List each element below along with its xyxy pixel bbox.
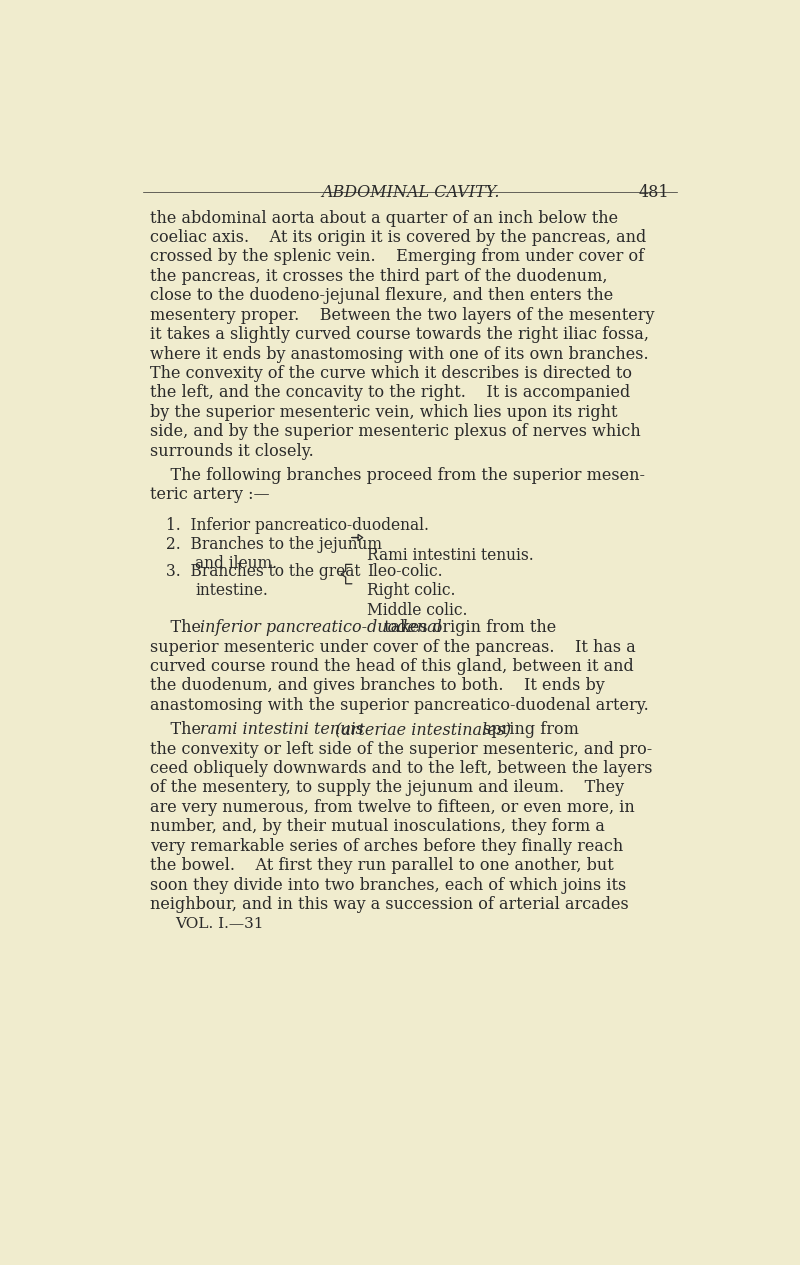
Text: VOL. I.—31: VOL. I.—31 [175,917,264,931]
Text: the left, and the concavity to the right.    It is accompanied: the left, and the concavity to the right… [150,385,630,401]
Text: ABDOMINAL CAVITY.: ABDOMINAL CAVITY. [321,185,499,201]
Text: Rami intestini tenuis.: Rami intestini tenuis. [367,548,534,564]
Text: anastomosing with the superior pancreatico-duodenal artery.: anastomosing with the superior pancreati… [150,697,649,713]
Text: The: The [150,619,206,636]
Text: crossed by the splenic vein.    Emerging from under cover of: crossed by the splenic vein. Emerging fr… [150,248,645,266]
Text: Middle colic.: Middle colic. [367,602,468,619]
Text: spring from: spring from [478,721,579,739]
Text: Right colic.: Right colic. [367,582,456,600]
Text: soon they divide into two branches, each of which joins its: soon they divide into two branches, each… [150,877,626,893]
Text: The following branches proceed from the superior mesen-: The following branches proceed from the … [150,467,646,484]
Text: of the mesentery, to supply the jejunum and ileum.    They: of the mesentery, to supply the jejunum … [150,779,625,797]
Text: The: The [150,721,206,739]
Text: surrounds it closely.: surrounds it closely. [150,443,314,459]
Text: curved course round the head of this gland, between it and: curved course round the head of this gla… [150,658,634,676]
Text: where it ends by anastomosing with one of its own branches.: where it ends by anastomosing with one o… [150,345,649,363]
Text: number, and, by their mutual inosculations, they form a: number, and, by their mutual inosculatio… [150,818,606,835]
Text: 481: 481 [639,185,670,201]
Text: takes origin from the: takes origin from the [379,619,557,636]
Text: Ileo-colic.: Ileo-colic. [367,563,443,579]
Text: 2.  Branches to the jejunum: 2. Branches to the jejunum [166,536,382,553]
Text: inferior pancreatico-duodenal: inferior pancreatico-duodenal [200,619,442,636]
Text: the bowel.    At first they run parallel to one another, but: the bowel. At first they run parallel to… [150,858,614,874]
Text: it takes a slightly curved course towards the right iliac fossa,: it takes a slightly curved course toward… [150,326,650,343]
Text: neighbour, and in this way a succession of arterial arcades: neighbour, and in this way a succession … [150,896,629,913]
Text: superior mesenteric under cover of the pancreas.    It has a: superior mesenteric under cover of the p… [150,639,636,655]
Text: ceed obliquely downwards and to the left, between the layers: ceed obliquely downwards and to the left… [150,760,653,777]
Text: are very numerous, from twelve to fifteen, or even more, in: are very numerous, from twelve to fiftee… [150,799,635,816]
Text: the abdominal aorta about a quarter of an inch below the: the abdominal aorta about a quarter of a… [150,210,618,226]
Text: mesentery proper.    Between the two layers of the mesentery: mesentery proper. Between the two layers… [150,306,655,324]
Text: 3.  Branches to the great: 3. Branches to the great [166,563,360,579]
Text: the pancreas, it crosses the third part of the duodenum,: the pancreas, it crosses the third part … [150,268,608,285]
Text: intestine.: intestine. [195,582,268,600]
Text: The convexity of the curve which it describes is directed to: The convexity of the curve which it desc… [150,366,632,382]
Text: 1.  Inferior pancreatico-duodenal.: 1. Inferior pancreatico-duodenal. [166,516,429,534]
Text: side, and by the superior mesenteric plexus of nerves which: side, and by the superior mesenteric ple… [150,424,641,440]
Text: teric artery :—: teric artery :— [150,487,270,503]
Text: and ileum.: and ileum. [195,555,278,573]
Text: by the superior mesenteric vein, which lies upon its right: by the superior mesenteric vein, which l… [150,404,618,421]
Text: the convexity or left side of the superior mesenteric, and pro-: the convexity or left side of the superi… [150,740,653,758]
Text: very remarkable series of arches before they finally reach: very remarkable series of arches before … [150,837,624,855]
Text: close to the duodeno-jejunal flexure, and then enters the: close to the duodeno-jejunal flexure, an… [150,287,614,305]
Text: rami intestini tenuis: rami intestini tenuis [200,721,364,739]
Text: the duodenum, and gives branches to both.    It ends by: the duodenum, and gives branches to both… [150,678,605,694]
Text: (arteriae intestinales): (arteriae intestinales) [330,721,511,739]
Text: coeliac axis.    At its origin it is covered by the pancreas, and: coeliac axis. At its origin it is covere… [150,229,646,245]
